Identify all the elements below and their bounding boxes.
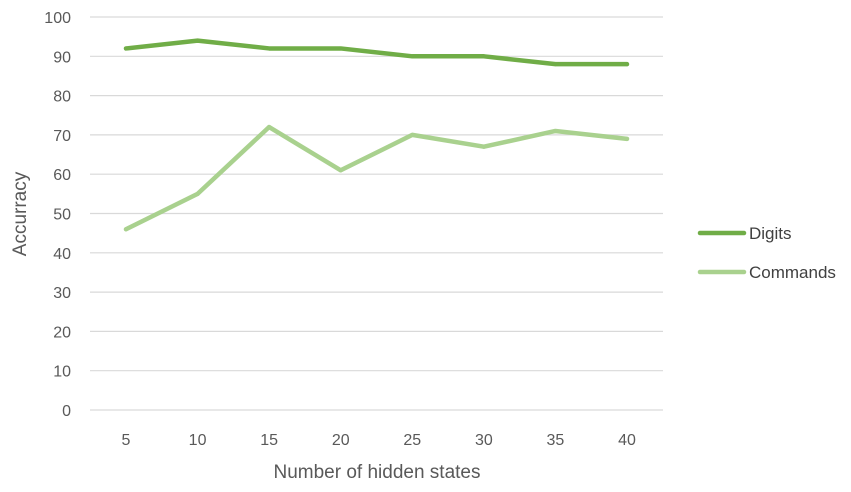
y-tick-label-0: 0 <box>62 403 71 420</box>
y-tick-label-80: 80 <box>53 89 71 106</box>
x-axis-title: Number of hidden states <box>273 462 480 483</box>
data-point-digits-10 <box>195 38 200 43</box>
data-point-digits-20 <box>338 46 343 51</box>
x-axis-ticks: 5 10 15 20 25 30 35 40 <box>122 432 636 449</box>
y-tick-label-60: 60 <box>53 167 71 184</box>
data-point-commands-20 <box>338 168 343 173</box>
y-tick-label-90: 90 <box>53 49 71 66</box>
legend-label-commands: Commands <box>749 263 836 282</box>
x-tick-label-35: 35 <box>547 432 565 449</box>
x-tick-label-30: 30 <box>475 432 493 449</box>
data-point-commands-40 <box>625 136 629 141</box>
data-point-commands-30 <box>481 144 486 149</box>
data-point-commands-10 <box>195 191 200 196</box>
x-tick-label-5: 5 <box>122 432 131 449</box>
data-point-digits-35 <box>553 62 558 67</box>
data-point-commands-15 <box>267 125 272 130</box>
y-axis-ticks: 0 10 20 30 40 50 60 70 80 90 100 <box>44 10 71 420</box>
x-tick-label-10: 10 <box>189 432 207 449</box>
y-tick-label-40: 40 <box>53 246 71 263</box>
data-point-commands-35 <box>553 128 558 133</box>
data-point-digits-40 <box>625 62 629 67</box>
y-tick-label-100: 100 <box>44 10 71 27</box>
x-tick-label-15: 15 <box>260 432 278 449</box>
series-line-commands <box>123 124 630 232</box>
series-lines <box>123 38 630 232</box>
data-point-digits-15 <box>267 46 272 51</box>
x-tick-label-40: 40 <box>618 432 636 449</box>
gridlines <box>90 16 663 411</box>
data-point-digits-25 <box>410 54 415 59</box>
y-axis-title: Accurracy <box>10 171 31 256</box>
legend-label-digits: Digits <box>749 224 792 243</box>
x-tick-label-25: 25 <box>403 432 421 449</box>
y-tick-label-70: 70 <box>53 128 71 145</box>
y-tick-label-50: 50 <box>53 207 71 224</box>
data-point-commands-25 <box>410 132 415 137</box>
x-tick-label-20: 20 <box>332 432 350 449</box>
y-tick-label-10: 10 <box>53 364 71 381</box>
series-line-digits <box>123 38 630 67</box>
data-point-digits-30 <box>481 54 486 59</box>
data-point-digits-5 <box>124 46 128 51</box>
y-tick-label-20: 20 <box>53 324 71 341</box>
data-point-commands-5 <box>124 227 128 232</box>
y-tick-label-30: 30 <box>53 285 71 302</box>
legend: Digits Commands <box>697 224 836 282</box>
